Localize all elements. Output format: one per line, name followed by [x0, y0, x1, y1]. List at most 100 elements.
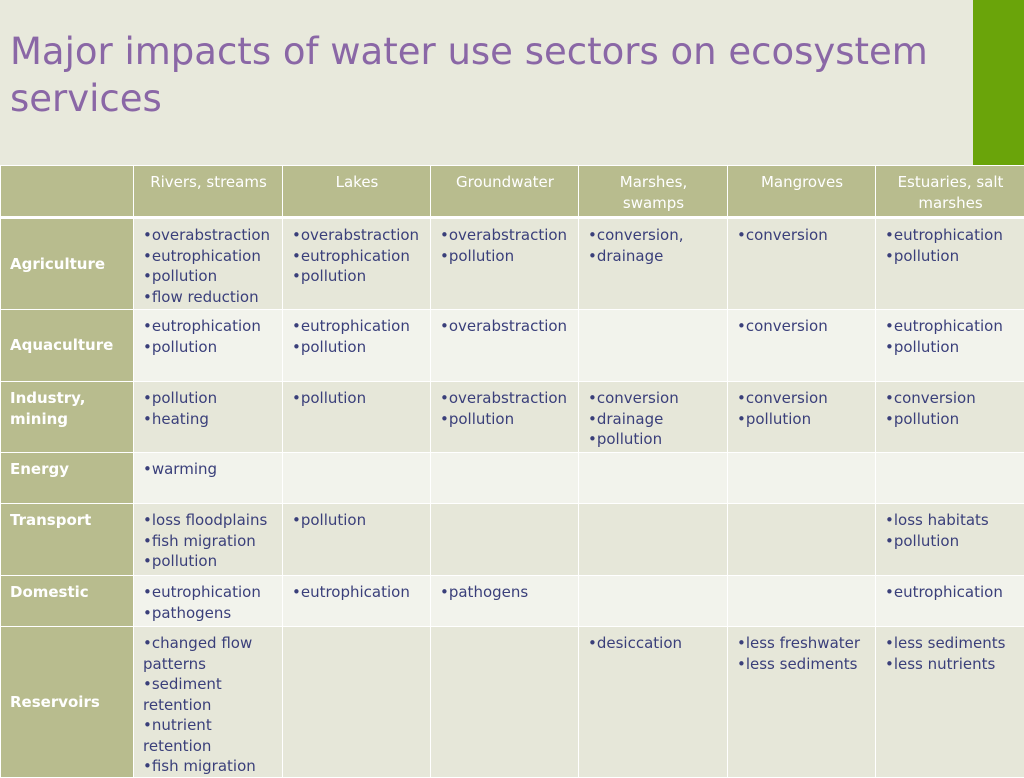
impact-cell: •conversion	[728, 218, 876, 310]
impact-item: •heating	[143, 409, 274, 430]
impact-item: •less nutrients	[885, 654, 1016, 675]
impact-cell: •conversion•pollution	[876, 382, 1024, 453]
column-header: Mangroves	[728, 166, 876, 218]
impact-item: •fish migration	[143, 756, 274, 777]
impact-item: •conversion	[737, 316, 867, 337]
impact-item: •pollution	[292, 510, 422, 531]
table-row: Agriculture•overabstraction•eutrophicati…	[1, 218, 1024, 310]
row-header-sector: Energy	[1, 453, 134, 504]
impact-item: •eutrophication	[885, 582, 1016, 603]
impact-cell	[728, 504, 876, 576]
impact-item: •desiccation	[588, 633, 719, 654]
impact-item: •drainage	[588, 246, 719, 267]
table-row: Energy •warming	[1, 453, 1024, 504]
impact-cell: •overabstraction•eutrophication•pollutio…	[134, 218, 283, 310]
impact-item: •fish migration	[143, 531, 274, 552]
impact-item: •pathogens	[143, 603, 274, 624]
impact-item: •eutrophication	[292, 246, 422, 267]
impact-item: •loss floodplains	[143, 510, 274, 531]
impact-item: •eutrophication	[143, 316, 274, 337]
impact-item: •pollution	[292, 388, 422, 409]
impact-item: •pollution	[143, 266, 274, 287]
impact-item: •conversion	[737, 225, 867, 246]
impact-item: •pollution	[143, 337, 274, 358]
impact-item: •less sediments	[885, 633, 1016, 654]
impact-cell: •pathogens	[431, 576, 579, 627]
impact-item: •pollution	[143, 551, 274, 572]
impact-item: •changed flow patterns	[143, 633, 274, 674]
impact-cell	[579, 310, 728, 382]
impact-cell: •eutrophication•pathogens	[134, 576, 283, 627]
impact-item: •overabstraction	[292, 225, 422, 246]
impact-item: •eutrophication	[143, 582, 274, 603]
impact-cell: •eutrophication	[876, 576, 1024, 627]
impact-cell: •eutrophication•pollution	[876, 310, 1024, 382]
impact-item: •pollution	[440, 409, 570, 430]
impact-item: •drainage	[588, 409, 719, 430]
row-header-sector: Transport	[1, 504, 134, 576]
impact-cell: •desiccation	[579, 627, 728, 778]
impact-cell: •loss floodplains•fish migration•polluti…	[134, 504, 283, 576]
table-row: Transport•loss floodplains•fish migratio…	[1, 504, 1024, 576]
impact-item: •pollution	[885, 409, 1016, 430]
impact-item: •pollution	[885, 531, 1016, 552]
column-header: Lakes	[283, 166, 431, 218]
impact-cell: •conversion•pollution	[728, 382, 876, 453]
impact-item: •pollution	[885, 337, 1016, 358]
impact-item: •less freshwater	[737, 633, 867, 654]
impact-item: •eutrophication	[885, 316, 1016, 337]
impact-item: •overabstraction	[440, 225, 570, 246]
impacts-table: Rivers, streams Lakes Groundwater Marshe…	[0, 165, 1024, 778]
impact-item: •pollution	[588, 429, 719, 450]
impact-cell: •conversion,•drainage	[579, 218, 728, 310]
impact-item: •pollution	[737, 409, 867, 430]
impact-item: •eutrophication	[143, 246, 274, 267]
row-header-sector: Domestic	[1, 576, 134, 627]
column-header: Estuaries, salt marshes	[876, 166, 1024, 218]
column-header: Groundwater	[431, 166, 579, 218]
impact-cell: •overabstraction	[431, 310, 579, 382]
impact-cell	[579, 504, 728, 576]
impact-item: •conversion	[737, 388, 867, 409]
impact-item: •overabstraction	[440, 316, 570, 337]
impact-item: •warming	[143, 459, 274, 480]
column-header: Rivers, streams	[134, 166, 283, 218]
row-header-sector: Aquaculture	[1, 310, 134, 382]
impact-cell: •overabstraction•eutrophication•pollutio…	[283, 218, 431, 310]
impact-item: •pollution	[143, 388, 274, 409]
impact-cell	[431, 504, 579, 576]
impact-cell	[728, 576, 876, 627]
impact-item: •pollution	[440, 246, 570, 267]
row-header-sector: Industry, mining	[1, 382, 134, 453]
impact-cell: •eutrophication•pollution	[876, 218, 1024, 310]
impact-cell: •eutrophication•pollution	[283, 310, 431, 382]
corner-cell	[1, 166, 134, 218]
table-row: Domestic•eutrophication•pathogens•eutrop…	[1, 576, 1024, 627]
impact-item: •conversion	[885, 388, 1016, 409]
impact-cell: •less sediments•less nutrients	[876, 627, 1024, 778]
row-header-sector: Agriculture	[1, 218, 134, 310]
impact-item: •eutrophication	[292, 582, 422, 603]
column-header: Marshes, swamps	[579, 166, 728, 218]
impact-cell: •conversion•drainage•pollution	[579, 382, 728, 453]
impact-item: •eutrophication	[292, 316, 422, 337]
impact-cell: •pollution	[283, 504, 431, 576]
impact-cell: •conversion	[728, 310, 876, 382]
impact-cell: •warming	[134, 453, 283, 504]
impact-cell: •changed flow patterns•sediment retentio…	[134, 627, 283, 778]
impact-item: •less sediments	[737, 654, 867, 675]
impact-item: •eutrophication	[885, 225, 1016, 246]
impact-cell: •loss habitats•pollution	[876, 504, 1024, 576]
table-row: Industry, mining•pollution•heating•pollu…	[1, 382, 1024, 453]
impact-cell	[283, 453, 431, 504]
impact-cell: •overabstraction•pollution	[431, 382, 579, 453]
impact-cell: •overabstraction•pollution	[431, 218, 579, 310]
impact-cell	[876, 453, 1024, 504]
impact-item: •overabstraction	[440, 388, 570, 409]
impact-item: •sediment retention	[143, 674, 274, 715]
impact-cell	[579, 576, 728, 627]
impact-item: •conversion	[588, 388, 719, 409]
row-header-sector: Reservoirs	[1, 627, 134, 778]
table-row: Aquaculture•eutrophication•pollution•eut…	[1, 310, 1024, 382]
accent-bar	[973, 0, 1024, 165]
